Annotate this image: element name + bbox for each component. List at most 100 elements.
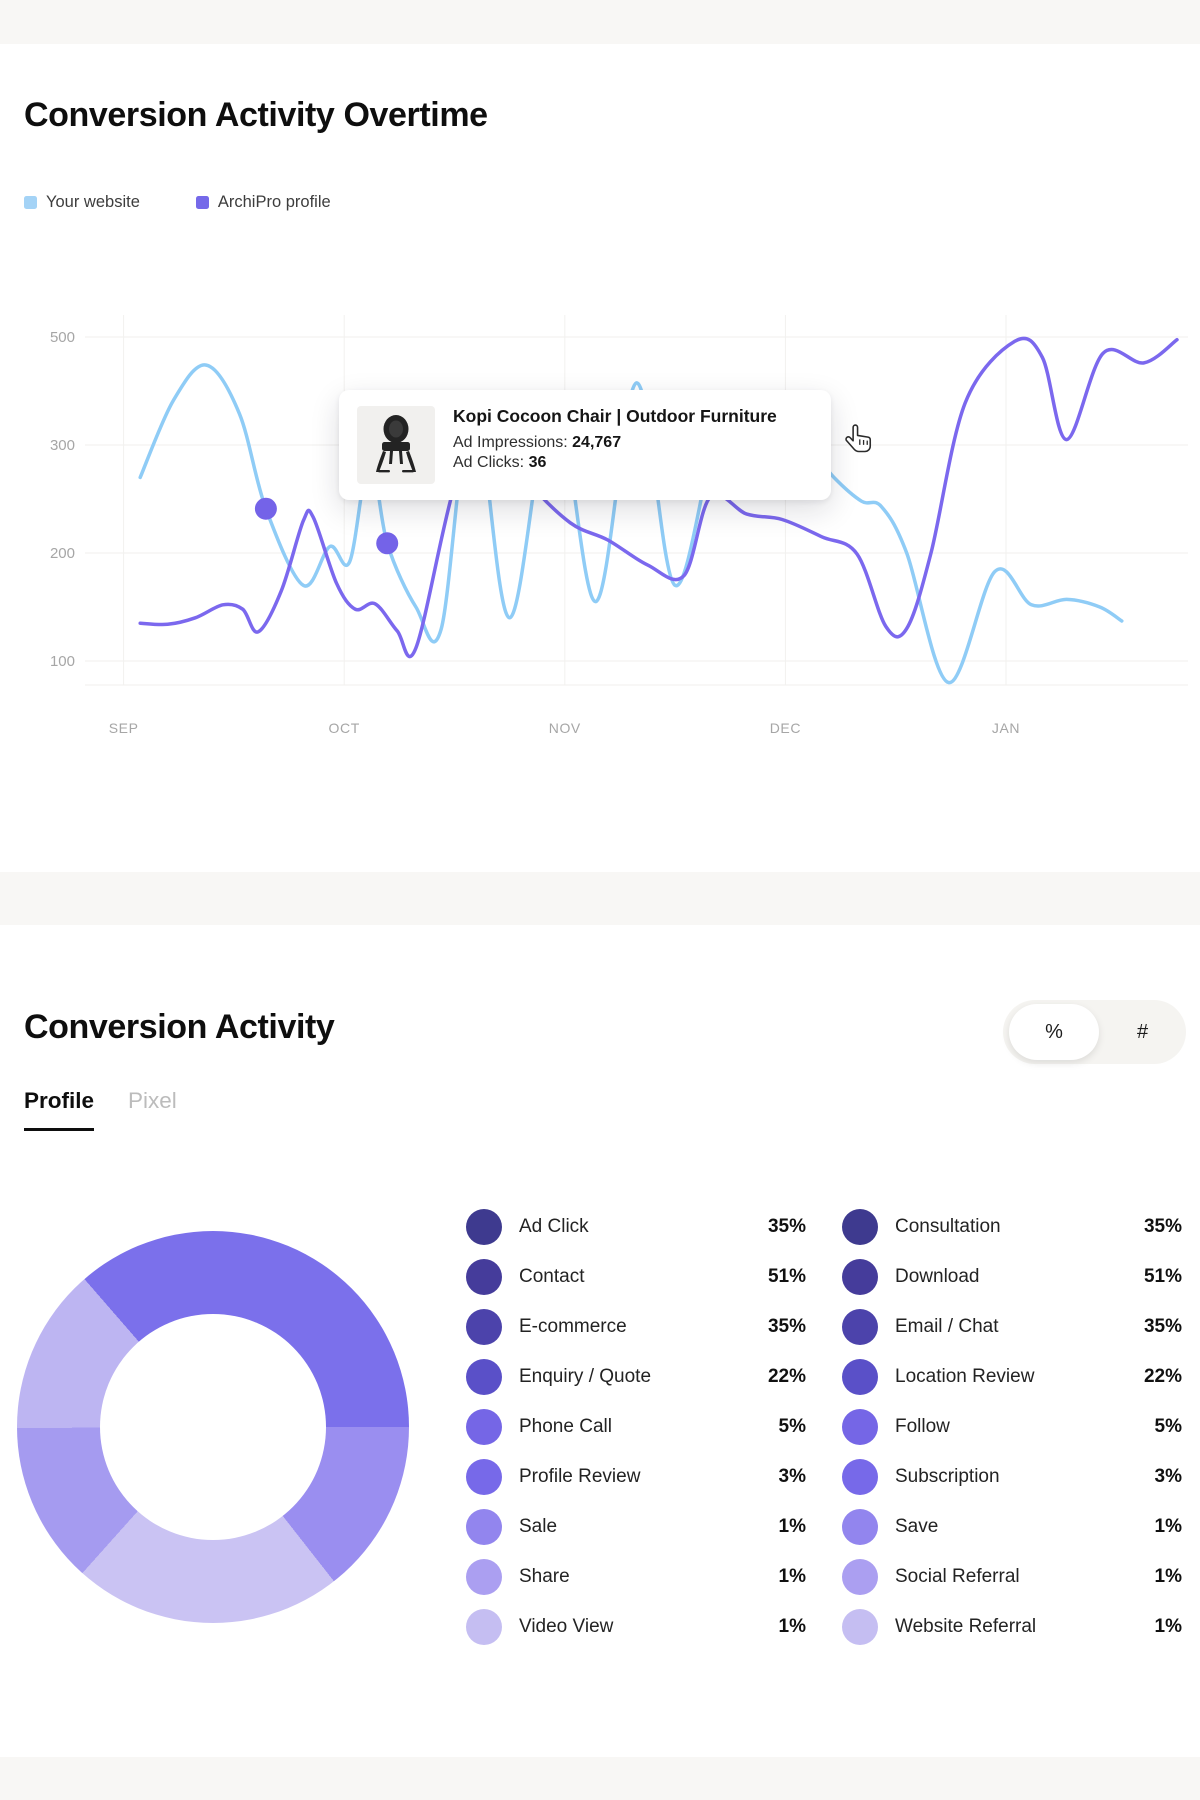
category-label: Email / Chat [895,1316,999,1337]
legend-row-subscription: Subscription 3% [842,1452,1182,1502]
category-color-dot [466,1309,502,1345]
legend-label: Your website [46,193,140,211]
top-separator-band [0,0,1200,44]
category-percent: 22% [767,1366,806,1387]
category-color-dot [466,1209,502,1245]
category-color-dot [842,1309,878,1345]
category-label: Ad Click [519,1216,589,1237]
category-percent: 1% [1154,1566,1182,1587]
category-percent: 51% [767,1266,806,1287]
category-percent: 5% [778,1416,806,1437]
category-color-dot [466,1559,502,1595]
category-percent: 22% [1143,1366,1182,1387]
category-color-dot [842,1209,878,1245]
legend-row-consultation: Consultation 35% [842,1202,1182,1252]
donut-hole [100,1314,326,1540]
category-percent: 51% [1143,1266,1182,1287]
unit-toggle[interactable]: % # [1003,1000,1186,1064]
legend-row-ad-click: Ad Click 35% [466,1202,806,1252]
category-label: Phone Call [519,1416,612,1437]
legend-row-sale: Sale 1% [466,1502,806,1552]
legend-item-archipro-profile: ArchiPro profile [195,193,331,212]
line-series-archipro-profile[interactable] [138,336,1179,659]
y-tick-label: 200 [50,545,75,562]
category-color-dot [842,1409,878,1445]
bottom-separator-band [0,1757,1200,1800]
legend-row-phone-call: Phone Call 5% [466,1402,806,1452]
category-label: Social Referral [895,1566,1020,1587]
y-tick-label: 100 [50,653,75,670]
legend-row-social-referral: Social Referral 1% [842,1552,1182,1602]
data-point-marker[interactable] [254,497,277,520]
tab-pixel[interactable]: Pixel [128,1088,177,1113]
overtime-chart-svg: 500 300 200 100 SEP OCT NOV DEC JAN [50,315,1188,736]
product-thumbnail [357,406,435,484]
category-label: Follow [895,1416,950,1437]
category-label: Sale [519,1516,558,1537]
legend-row-share: Share 1% [466,1552,806,1602]
tooltip-content: Kopi Cocoon Chair | Outdoor Furniture Ad… [453,406,777,472]
category-percent: 3% [1154,1466,1182,1487]
tooltip-clicks-label: Ad Clicks: [453,454,529,471]
x-tick-label: DEC [770,720,801,736]
category-color-dot [466,1609,502,1645]
category-percent: 35% [767,1216,806,1237]
category-label: Location Review [895,1366,1035,1387]
legend-row-website-referral: Website Referral 1% [842,1602,1182,1652]
legend-row-enquiry-quote: Enquiry / Quote 22% [466,1352,806,1402]
legend-row-location-review: Location Review 22% [842,1352,1182,1402]
tooltip-clicks-value: 36 [528,454,547,471]
chart-tooltip: Kopi Cocoon Chair | Outdoor Furniture Ad… [339,390,831,500]
category-color-dot [466,1409,502,1445]
category-label: Save [895,1516,939,1537]
line-chart-legend: Your website ArchiPro profile [24,193,331,212]
category-color-dot [842,1609,878,1645]
cocoon-chair-icon [376,415,416,473]
category-label: Profile Review [519,1466,641,1487]
category-percent: 3% [778,1466,806,1487]
tooltip-title: Kopi Cocoon Chair | Outdoor Furniture [453,406,777,426]
legend-row-e-commerce: E-commerce 35% [466,1302,806,1352]
legend-row-download: Download 51% [842,1252,1182,1302]
legend-row-contact: Contact 51% [466,1252,806,1302]
category-color-dot [842,1359,878,1395]
section-separator-band [0,872,1200,925]
category-label: Subscription [895,1466,1000,1487]
category-label: Video View [519,1616,614,1637]
toggle-option-percent[interactable]: % [1009,1004,1099,1060]
category-percent: 1% [778,1616,806,1637]
category-color-dot [466,1359,502,1395]
category-percent: 35% [1143,1216,1182,1237]
tab-profile[interactable]: Profile [24,1088,95,1131]
legend-row-profile-review: Profile Review 3% [466,1452,806,1502]
category-label: Download [895,1266,980,1287]
category-color-dot [466,1259,502,1295]
activity-section-title: Conversion Activity [24,1008,335,1046]
data-point-marker[interactable] [376,532,399,555]
category-color-dot [842,1459,878,1495]
legend-label: ArchiPro profile [217,193,331,211]
x-tick-label: NOV [549,720,581,736]
category-label: Consultation [895,1216,1001,1237]
category-percent: 35% [767,1316,806,1337]
hand-cursor-icon [843,423,875,462]
y-tick-label: 300 [50,437,75,454]
x-tick-label: JAN [992,720,1020,736]
category-color-dot [466,1509,502,1545]
category-percent: 1% [1154,1516,1182,1537]
legend-row-video-view: Video View 1% [466,1602,806,1652]
category-label: Enquiry / Quote [519,1366,652,1387]
tooltip-impressions-value: 24,767 [572,434,622,451]
category-color-dot [466,1459,502,1495]
x-tick-label: OCT [329,720,360,736]
category-color-dot [842,1509,878,1545]
legend-swatch [195,196,209,209]
tooltip-clicks: Ad Clicks: 36 [453,454,777,472]
category-percent: 5% [1154,1416,1182,1437]
toggle-option-number[interactable]: # [1136,1020,1149,1043]
legend-row-email-chat: Email / Chat 35% [842,1302,1182,1352]
activity-legend-column-2: Consultation 35% Download 51% Email / Chat 35… [842,1202,1182,1652]
category-label: Share [519,1566,570,1587]
tooltip-impressions-label: Ad Impressions: [453,434,573,451]
